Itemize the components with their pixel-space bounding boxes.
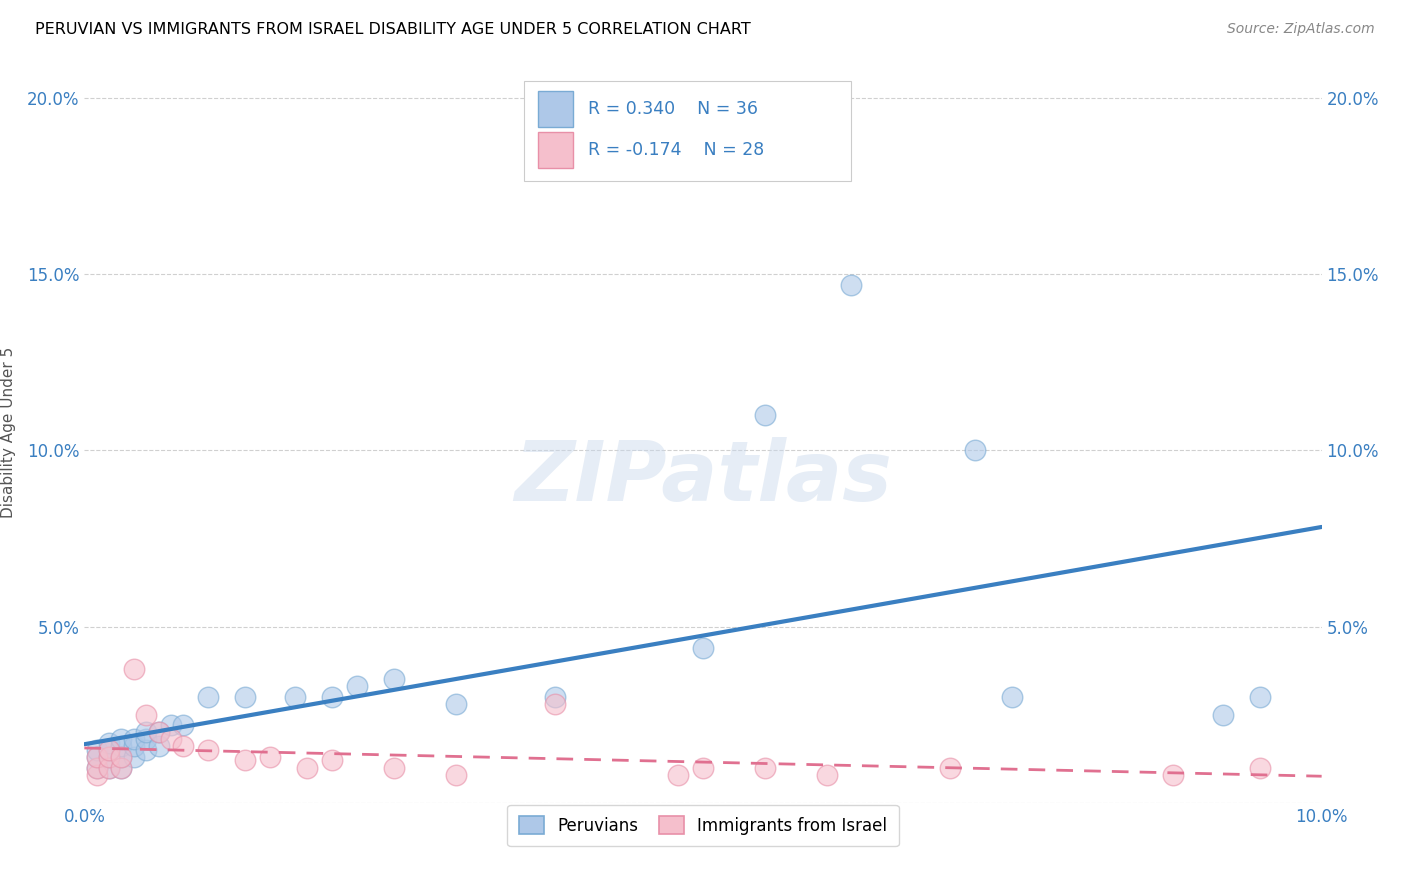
Point [346,680,368,694]
Point [1161,767,1184,781]
Point [86,743,108,757]
Point [444,697,467,711]
Point [98,743,121,757]
Point [543,697,565,711]
Text: PERUVIAN VS IMMIGRANTS FROM ISRAEL DISABILITY AGE UNDER 5 CORRELATION CHART: PERUVIAN VS IMMIGRANTS FROM ISRAEL DISAB… [35,22,751,37]
Point [321,690,343,704]
Point [110,760,132,774]
Point [122,750,145,764]
Point [666,767,689,781]
Point [86,760,108,774]
Point [172,739,194,754]
Point [98,736,121,750]
Point [939,760,962,774]
Text: R = 0.340    N = 36: R = 0.340 N = 36 [588,100,758,118]
Point [110,750,132,764]
Point [233,754,256,768]
Y-axis label: Disability Age Under 5: Disability Age Under 5 [1,347,15,518]
Point [98,750,121,764]
Point [295,760,318,774]
Point [122,739,145,754]
Point [233,690,256,704]
Point [259,750,281,764]
Point [1249,760,1271,774]
Point [543,690,565,704]
Text: ZIPatlas: ZIPatlas [515,436,891,517]
Point [98,743,121,757]
Point [382,760,405,774]
Point [122,732,145,747]
Point [135,743,157,757]
Point [1212,707,1234,722]
FancyBboxPatch shape [523,81,852,181]
Legend: Peruvians, Immigrants from Israel: Peruvians, Immigrants from Israel [508,805,898,847]
Point [692,760,714,774]
Point [86,750,108,764]
Point [815,767,838,781]
Point [98,760,121,774]
Point [160,732,183,747]
Point [197,743,219,757]
Point [1001,690,1024,704]
Point [135,732,157,747]
Point [754,760,776,774]
Point [172,718,194,732]
Point [86,767,108,781]
Point [110,760,132,774]
Text: Source: ZipAtlas.com: Source: ZipAtlas.com [1227,22,1375,37]
Point [122,662,145,676]
Text: R = -0.174    N = 28: R = -0.174 N = 28 [588,141,765,159]
FancyBboxPatch shape [538,91,574,127]
Point [284,690,307,704]
Point [965,443,987,458]
Point [197,690,219,704]
FancyBboxPatch shape [538,132,574,168]
Point [148,739,170,754]
Point [135,725,157,739]
Point [444,767,467,781]
Point [1249,690,1271,704]
Point [148,725,170,739]
Point [86,760,108,774]
Point [841,277,863,292]
Point [86,750,108,764]
Point [110,750,132,764]
Point [98,750,121,764]
Point [321,754,343,768]
Point [110,739,132,754]
Point [98,760,121,774]
Point [692,640,714,655]
Point [110,732,132,747]
Point [754,408,776,422]
Point [135,707,157,722]
Point [382,673,405,687]
Point [160,718,183,732]
Point [148,725,170,739]
